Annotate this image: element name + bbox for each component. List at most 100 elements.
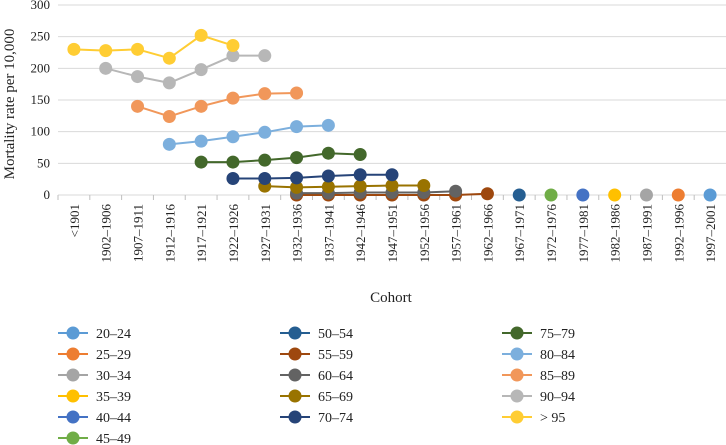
x-tick-label: 1972–1976 (544, 204, 559, 263)
series-4 (576, 188, 590, 202)
x-axis-title: Cohort (370, 290, 413, 306)
data-point (290, 120, 304, 134)
data-point (258, 87, 272, 101)
x-tick-label: 1937–1941 (321, 204, 336, 263)
legend-marker (288, 389, 302, 403)
data-point (321, 146, 335, 160)
data-point (703, 188, 717, 202)
series-line (296, 190, 456, 195)
data-point (194, 63, 208, 77)
x-tick-label: 1907–1911 (131, 204, 146, 262)
legend-marker (288, 410, 302, 424)
legend-label: 30–34 (96, 369, 131, 384)
x-tick-label: 1982–1986 (608, 204, 623, 263)
legend-marker (288, 368, 302, 382)
data-point (99, 61, 113, 75)
data-point (99, 44, 113, 58)
data-point (385, 179, 399, 192)
legend-item: > 95 (502, 410, 565, 426)
data-point (194, 99, 208, 113)
legend-label: 75–79 (540, 327, 575, 342)
data-point (512, 188, 526, 202)
data-point (449, 184, 463, 198)
legend-marker (66, 389, 80, 403)
data-point (226, 130, 240, 144)
series-10 (226, 168, 399, 186)
data-point (226, 39, 240, 53)
legend-marker (66, 410, 80, 424)
data-point (162, 76, 176, 90)
x-tick-label: 1962–1966 (480, 204, 495, 263)
x-tick-label: 1987–1991 (639, 204, 654, 263)
data-point (226, 91, 240, 105)
data-point (290, 171, 304, 185)
data-point (226, 49, 240, 63)
x-tick-label: 1992–1996 (671, 204, 686, 263)
data-point (226, 172, 240, 186)
x-tick-label: 1927–1931 (258, 204, 273, 263)
series-lines (67, 28, 717, 202)
series-13 (131, 86, 304, 123)
y-tick-label: 200 (31, 60, 51, 75)
x-tick-label: 1902–1906 (99, 204, 114, 263)
legend-marker (288, 326, 302, 340)
x-tick-label: 1957–1961 (449, 204, 464, 263)
legend-item: 65–69 (280, 389, 353, 405)
data-point (258, 153, 272, 167)
series-3 (608, 188, 622, 202)
data-point (353, 179, 367, 193)
legend-marker (288, 347, 302, 361)
series-line (264, 184, 424, 189)
legend: 20–24 25–29 30–34 35–39 40–44 45–49 50–54 55–59… (58, 326, 575, 445)
data-point (544, 188, 558, 202)
legend-label: 25–29 (96, 348, 131, 363)
data-point (194, 155, 208, 169)
data-point (353, 147, 367, 161)
data-point (131, 99, 145, 113)
legend-item: 30–34 (58, 368, 131, 384)
legend-label: 40–44 (96, 411, 131, 426)
legend-item: 45–49 (58, 431, 131, 445)
legend-item: 80–84 (502, 347, 575, 363)
data-point (194, 28, 208, 42)
gridlines (58, 4, 726, 196)
legend-marker (66, 431, 80, 445)
data-point (321, 118, 335, 132)
data-point (162, 51, 176, 65)
legend-item: 35–39 (58, 389, 131, 405)
y-tick-label: 150 (31, 92, 51, 107)
data-point (480, 187, 494, 201)
series-9 (258, 179, 431, 194)
data-point (162, 109, 176, 123)
x-tick-label: 1912–1916 (162, 204, 177, 263)
x-tick-label: 1922–1926 (226, 204, 241, 263)
legend-label: 80–84 (540, 348, 575, 363)
x-tick-label: 1942–1946 (353, 204, 368, 263)
legend-item: 85–89 (502, 368, 575, 384)
data-point (321, 180, 335, 194)
data-point (417, 179, 431, 192)
data-point (131, 70, 145, 84)
series-line (232, 173, 392, 180)
legend-marker (66, 326, 80, 340)
legend-item: 90–94 (502, 389, 575, 405)
legend-marker (66, 347, 80, 361)
legend-label: 60–64 (318, 369, 353, 384)
legend-marker (510, 347, 524, 361)
legend-marker (510, 389, 524, 403)
legend-label: 50–54 (318, 327, 353, 342)
legend-marker (510, 326, 524, 340)
data-point (290, 180, 304, 194)
series-line (137, 92, 297, 118)
x-tick-label: 1997–2001 (703, 204, 718, 263)
series-14 (99, 49, 272, 90)
series-6 (512, 188, 526, 202)
x-tick-label: 1977–1981 (576, 204, 591, 263)
data-point (608, 188, 622, 202)
data-point (131, 42, 145, 56)
series-15 (67, 28, 240, 65)
y-tick-label: 300 (31, 0, 51, 12)
series-12 (162, 118, 335, 151)
